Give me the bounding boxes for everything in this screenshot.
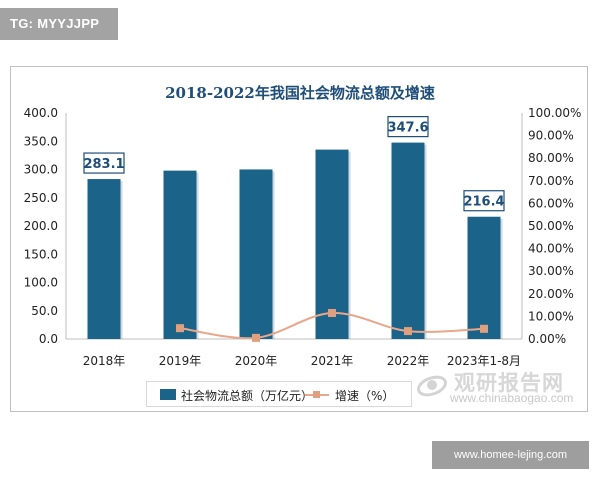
growth-marker xyxy=(480,324,488,333)
bar xyxy=(315,149,349,339)
legend-line-label: 增速（%） xyxy=(335,389,395,403)
bar-data-label: 283.1 xyxy=(83,157,124,172)
x-tick-label: 2020年 xyxy=(235,354,278,368)
y-left-tick-label: 250.0 xyxy=(24,191,58,205)
y-left-tick-label: 100.0 xyxy=(24,276,58,290)
chart-title: 2018-2022年我国社会物流总额及增速 xyxy=(165,84,435,102)
growth-marker xyxy=(252,333,260,342)
y-left-tick-label: 50.0 xyxy=(31,304,58,318)
bar xyxy=(467,216,501,339)
y-right-tick-label: 10.00% xyxy=(528,309,574,323)
y-left-tick-label: 400.0 xyxy=(24,106,58,120)
y-right-tick-label: 0.00% xyxy=(528,332,566,346)
bar-data-label-box xyxy=(83,152,125,174)
bar xyxy=(163,170,197,339)
y-right-tick-label: 20.00% xyxy=(528,287,574,301)
bar-data-label-box xyxy=(387,116,429,138)
x-tick-label: 2023年1-8月 xyxy=(447,354,521,368)
y-left-tick-label: 350.0 xyxy=(24,134,58,148)
growth-marker xyxy=(404,327,412,336)
bar-data-label-box xyxy=(463,190,505,212)
chart-legend: 社会物流总额（万亿元） 增速（%） xyxy=(146,381,412,407)
x-tick-label: 2019年 xyxy=(159,354,202,368)
y-left-tick-label: 0.0 xyxy=(39,332,58,346)
y-left-tick-label: 200.0 xyxy=(24,219,58,233)
y-right-tick-label: 80.00% xyxy=(528,151,574,165)
y-left-tick-label: 150.0 xyxy=(24,247,58,261)
watermark-name: 观研报告网 xyxy=(454,371,564,395)
tg-tag: TG: MYYJJPP xyxy=(0,8,118,40)
legend-bar-label: 社会物流总额（万亿元） xyxy=(181,389,314,403)
watermark: 观研报告网 www.chinabaogao.com xyxy=(416,368,596,408)
bar-data-label: 216.4 xyxy=(463,195,504,210)
x-tick-label: 2021年 xyxy=(311,354,354,368)
x-tick-label: 2022年 xyxy=(387,354,430,368)
y-right-tick-label: 90.00% xyxy=(528,129,574,143)
y-right-tick-label: 30.00% xyxy=(528,264,574,278)
x-tick-label: 2018年 xyxy=(83,354,126,368)
watermark-url: www.chinabaogao.com xyxy=(450,391,574,405)
legend-bar-swatch xyxy=(160,389,176,400)
growth-marker xyxy=(176,324,184,333)
legend-line-marker xyxy=(313,391,320,398)
bar xyxy=(87,179,121,339)
y-right-tick-label: 60.00% xyxy=(528,196,574,210)
y-right-tick-label: 40.00% xyxy=(528,242,574,256)
y-right-tick-label: 50.00% xyxy=(528,219,574,233)
bar xyxy=(391,142,425,339)
footer-url: www.homee-lejing.com xyxy=(432,441,589,469)
bar-data-label: 347.6 xyxy=(387,121,428,136)
bar xyxy=(239,169,273,339)
y-left-tick-label: 300.0 xyxy=(24,163,58,177)
y-right-tick-label: 100.00% xyxy=(528,106,581,120)
growth-marker xyxy=(328,309,336,318)
y-right-tick-label: 70.00% xyxy=(528,174,574,188)
watermark-logo-icon xyxy=(417,375,447,397)
